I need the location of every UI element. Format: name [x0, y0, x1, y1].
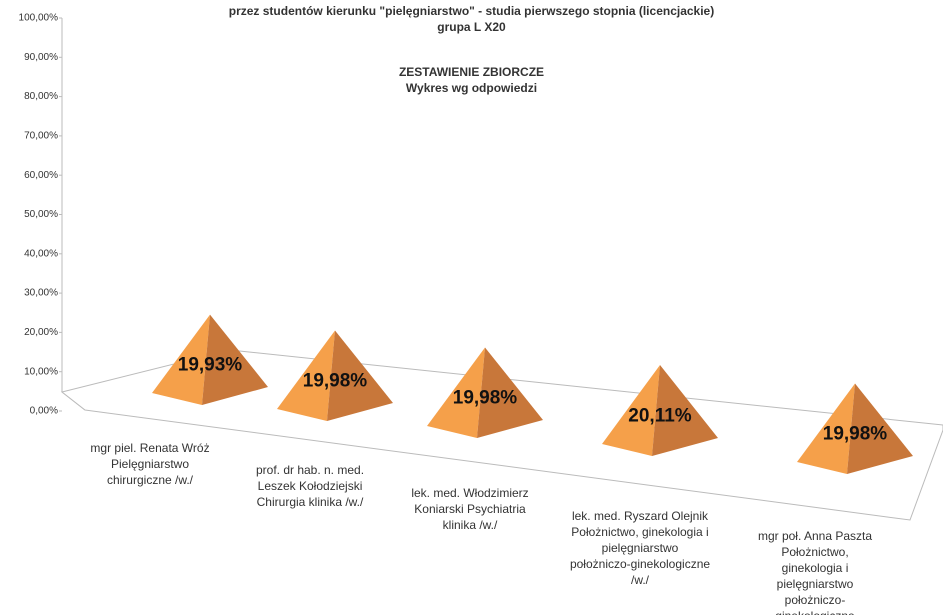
y-tick-label: 70,00%	[24, 131, 58, 142]
pyramid-side	[327, 330, 393, 421]
x-tick-label: lek. med. Ryszard Olejnik Położnictwo, g…	[569, 509, 711, 587]
data-label: 20,11%	[628, 405, 691, 426]
y-tick-label: 50,00%	[24, 209, 58, 220]
y-tick-label: 30,00%	[24, 288, 58, 299]
pyramid-side	[652, 364, 718, 456]
y-tick-label: 10,00%	[24, 366, 58, 377]
data-label: 19,93%	[178, 355, 243, 376]
x-tick-label: prof. dr hab. n. med. Leszek Kołodziejsk…	[255, 463, 365, 509]
x-tick-label: mgr poł. Anna Paszta Położnictwo, gineko…	[757, 529, 873, 615]
x-tick-label: mgr piel. Renata Wróż Pielęgniarstwo chi…	[90, 441, 210, 487]
floor	[60, 349, 943, 521]
data-label: 19,98%	[303, 371, 368, 392]
y-tick-label: 0,00%	[30, 406, 58, 417]
data-label: 19,98%	[823, 424, 888, 445]
pyramid-front	[797, 383, 855, 474]
pyramid-front	[427, 347, 485, 438]
y-tick-label: 60,00%	[24, 170, 58, 181]
y-tick-label: 80,00%	[24, 91, 58, 102]
data-label: 19,98%	[453, 388, 518, 409]
pyramid-front	[152, 314, 210, 405]
y-tick-label: 100,00%	[19, 13, 59, 24]
pyramid-front	[277, 330, 335, 421]
x-tick-label: lek. med. Włodzimierz Koniarski Psychiat…	[411, 486, 529, 532]
pyramid-side	[847, 383, 913, 474]
y-tick-label: 40,00%	[24, 248, 58, 259]
chart-subtitle: ZESTAWIENIE ZBIORCZE Wykres wg odpowiedz…	[398, 65, 545, 95]
pyramid-front	[602, 364, 660, 456]
pyramid-side	[202, 314, 268, 405]
y-tick-label: 90,00%	[24, 52, 58, 63]
chart-title: przez studentów kierunku "pielęgniarstwo…	[228, 4, 715, 34]
y-tick-label: 20,00%	[24, 327, 58, 338]
pyramid-side	[477, 347, 543, 438]
